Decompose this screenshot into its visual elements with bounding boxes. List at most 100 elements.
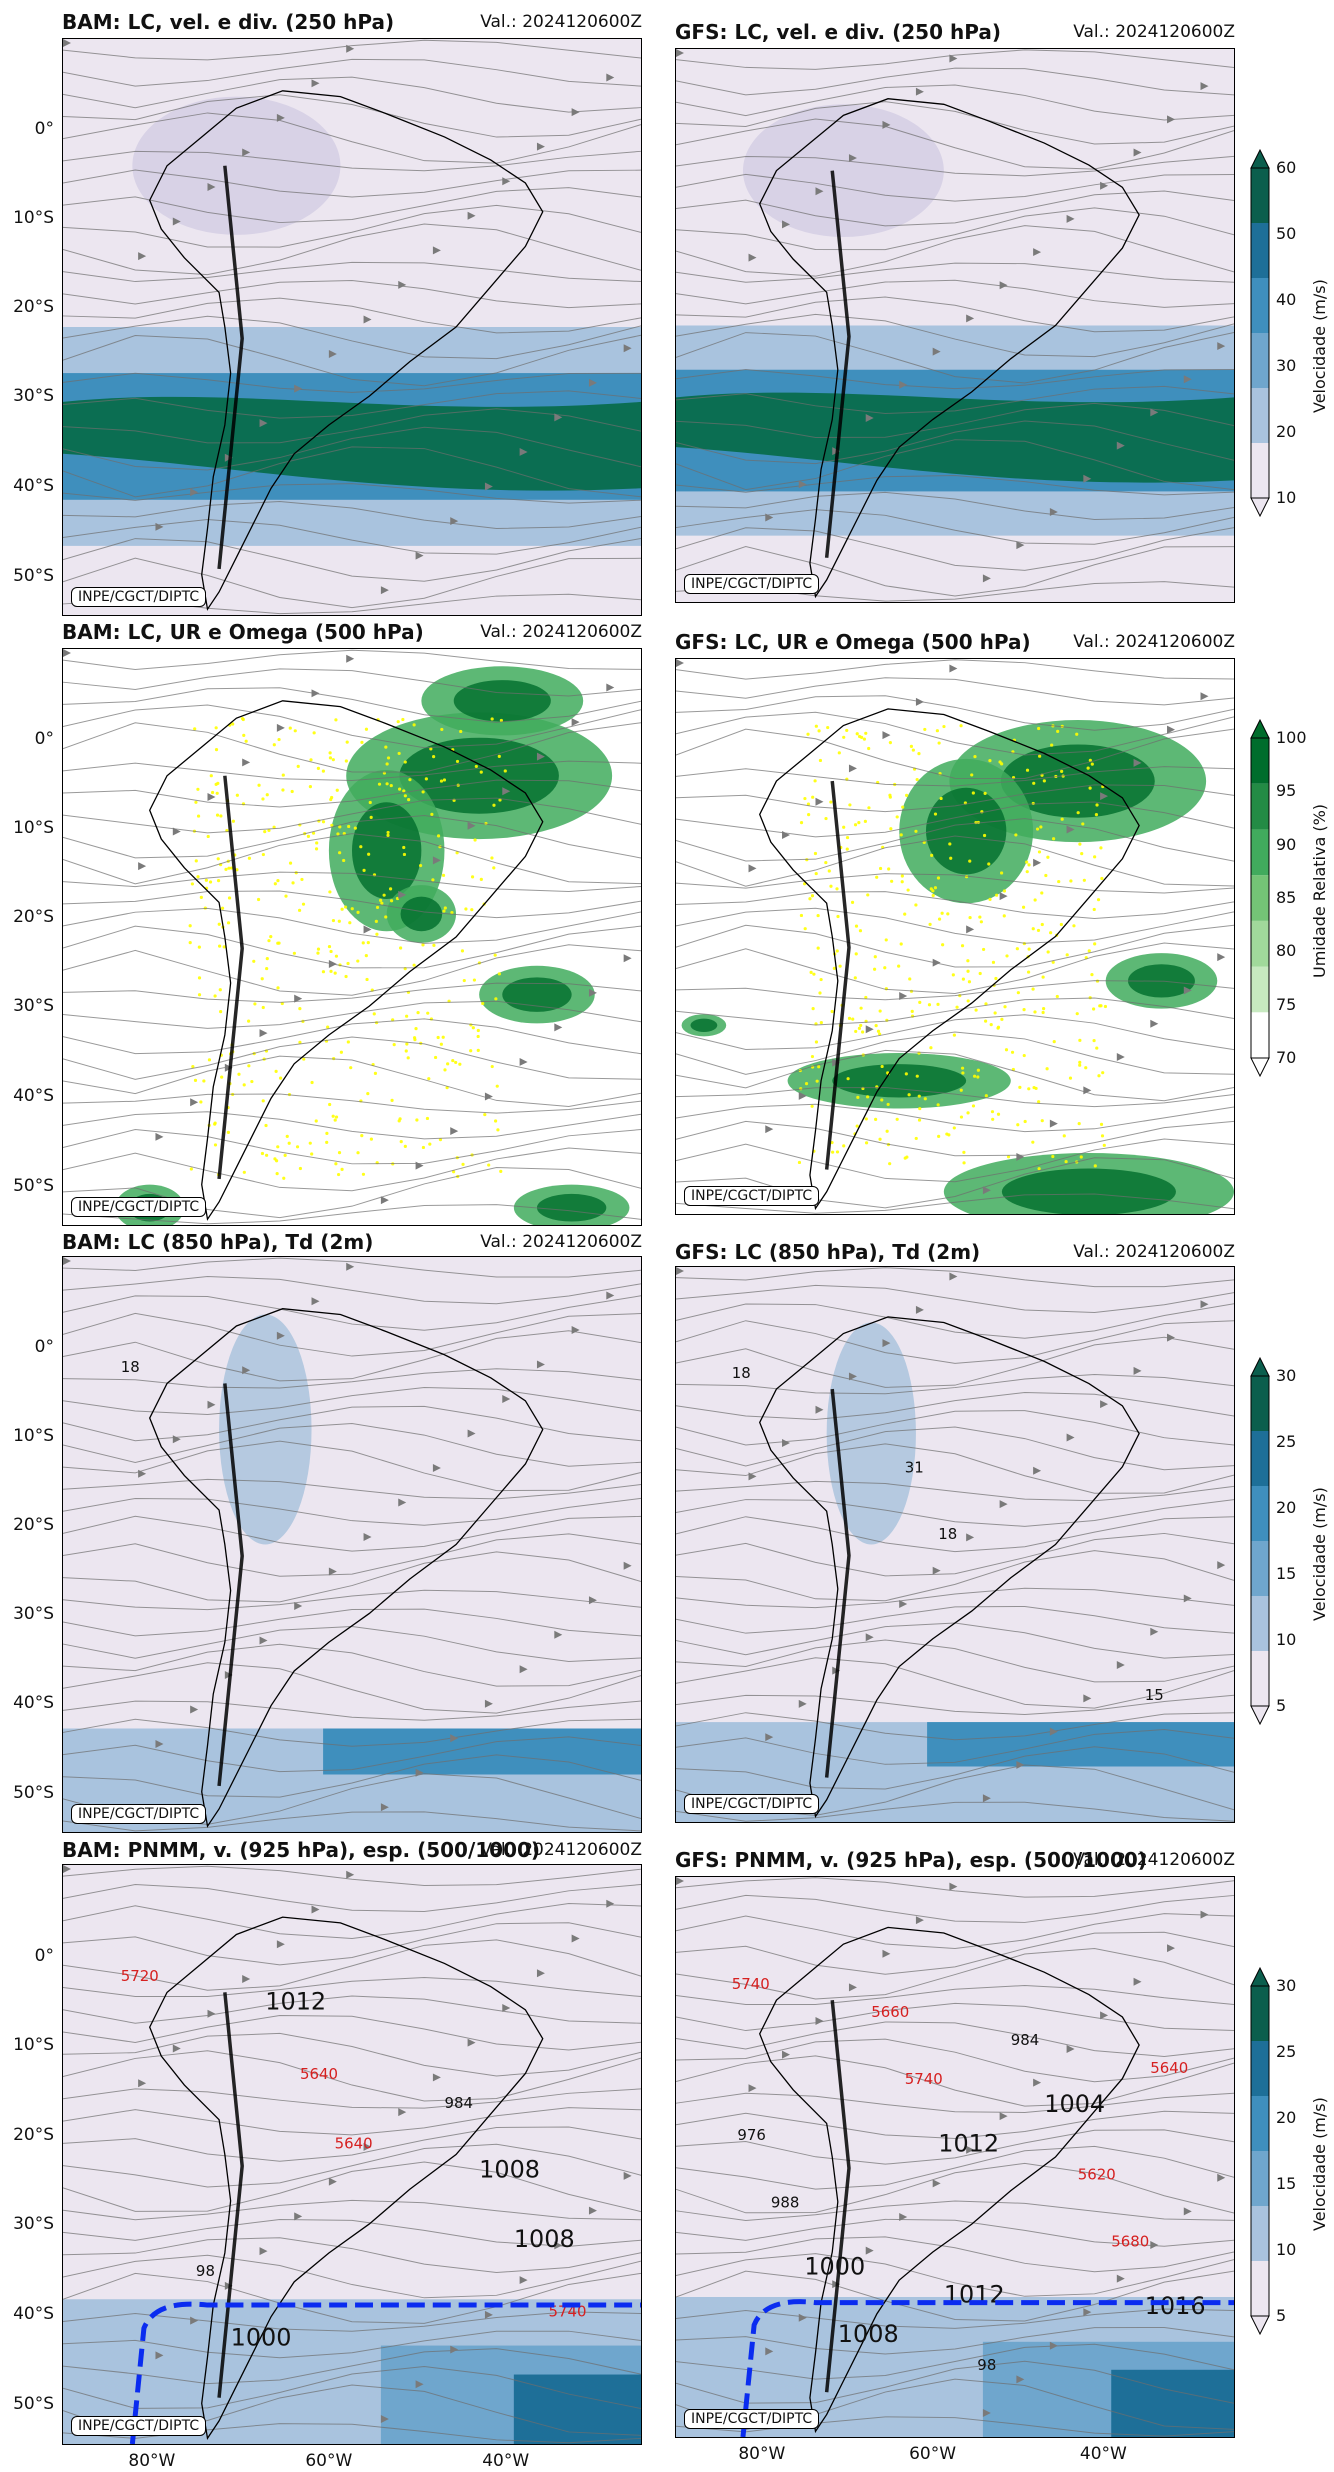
- map-field: [676, 49, 1234, 602]
- colorbar-tick: 25: [1276, 2042, 1297, 2061]
- lat-tick-label: 30°S: [13, 386, 54, 407]
- contour-label: 1000: [804, 2253, 865, 2281]
- colorbar-segment: [1251, 875, 1269, 921]
- colorbar-segment: [1251, 2261, 1269, 2316]
- credit-label: INPE/CGCT/DIPTC: [684, 2409, 820, 2429]
- contour-label: 1004: [1044, 2090, 1105, 2118]
- map-plot: INPE/CGCT/DIPTC: [675, 658, 1235, 1215]
- map-field: 5740 1012 1016 5740 5680 5660 5620 1008 1004 1000…: [676, 1877, 1234, 2437]
- colorbar-label: Velocidade (m/s): [1310, 279, 1329, 413]
- valid-time: Val.: 2024120600Z: [1073, 632, 1235, 652]
- lat-tick-label: 0°: [34, 1337, 54, 1358]
- credit-label: INPE/CGCT/DIPTC: [71, 1804, 207, 1824]
- colorbar-tick: 20: [1276, 2108, 1297, 2127]
- valid-time: Val.: 2024120600Z: [480, 12, 642, 32]
- colorbar: [1250, 148, 1334, 518]
- map-field: [676, 659, 1234, 1214]
- contour-label: 18: [938, 1525, 957, 1543]
- valid-time: Val.: 2024120600Z: [480, 622, 642, 642]
- colorbar-tick: 20: [1276, 422, 1297, 441]
- map-plot: INPE/CGCT/DIPTC: [62, 38, 642, 616]
- contour-label: 984: [444, 2094, 473, 2112]
- lat-tick-label: 50°S: [13, 1175, 54, 1196]
- lon-tick-label: 60°W: [305, 2451, 353, 2471]
- contour-label: 1008: [479, 2156, 540, 2184]
- panel-title: BAM: PNMM, v. (925 hPa), esp. (500/1000): [62, 1838, 541, 1862]
- credit-label: INPE/CGCT/DIPTC: [71, 587, 207, 607]
- colorbar-segment: [1251, 2096, 1269, 2151]
- contour-label: 1012: [265, 1988, 326, 2016]
- colorbar-tick: 15: [1276, 2174, 1297, 2193]
- contour-label: 98: [196, 2262, 215, 2280]
- contour-label: 18: [121, 1358, 140, 1376]
- colorbar-segment: [1251, 920, 1269, 967]
- colorbar-tick: 90: [1276, 834, 1297, 854]
- contour-label: 5620: [1078, 2165, 1116, 2183]
- panel-title: GFS: LC, UR e Omega (500 hPa): [675, 630, 1031, 654]
- credit-label: INPE/CGCT/DIPTC: [684, 1794, 820, 1814]
- colorbar-segment: [1251, 966, 1269, 1013]
- contour-label: 18: [732, 1364, 751, 1382]
- contour-label: 98: [977, 2356, 996, 2374]
- colorbar-segment: [1251, 1986, 1269, 2041]
- lat-tick-label: 20°S: [13, 907, 54, 928]
- colorbar-segment: [1251, 2206, 1269, 2261]
- lat-tick-label: 30°S: [13, 1603, 54, 1624]
- lat-tick-label: 10°S: [13, 208, 54, 229]
- panel-title: GFS: PNMM, v. (925 hPa), esp. (500/1000): [675, 1848, 1147, 1872]
- contour-label: 976: [737, 2126, 766, 2144]
- colorbar-tick: 10: [1276, 2240, 1297, 2259]
- lat-tick-label: 20°S: [13, 297, 54, 318]
- colorbar-label: Velocidade (m/s): [1310, 2097, 1329, 2231]
- colorbar-tick: 70: [1276, 1048, 1297, 1067]
- colorbar: [1250, 1966, 1334, 2336]
- contour-label: 1000: [231, 2324, 292, 2352]
- map-plot: 18 18 15 31 INPE/CGCT/DIPTC: [675, 1266, 1235, 1823]
- colorbar-tick: 100: [1276, 728, 1307, 747]
- credit-label: INPE/CGCT/DIPTC: [71, 2416, 207, 2436]
- map-plot: 5740 1012 1016 5740 5680 5660 5620 1008 1004 1000…: [675, 1876, 1235, 2438]
- credit-label: INPE/CGCT/DIPTC: [684, 574, 820, 594]
- colorbar-tick: 60: [1276, 158, 1297, 177]
- map-plot: INPE/CGCT/DIPTC: [675, 48, 1235, 603]
- lon-tick-label: 80°W: [738, 2444, 786, 2464]
- map-field: [63, 39, 641, 615]
- lat-tick-label: 50°S: [13, 1782, 54, 1803]
- colorbar-segment: [1251, 1012, 1269, 1058]
- lat-tick-label: 10°S: [13, 2035, 54, 2056]
- colorbar-segment: [1251, 168, 1269, 223]
- contour-label: 984: [1011, 2031, 1040, 2049]
- colorbar-tick: 30: [1276, 1976, 1297, 1995]
- map-field: [63, 649, 641, 1225]
- colorbar-segment: [1251, 1596, 1269, 1651]
- contour-label: 1012: [938, 2129, 999, 2157]
- lat-tick-label: 50°S: [13, 565, 54, 586]
- colorbar-segment: [1251, 223, 1269, 278]
- panel-title: BAM: LC (850 hPa), Td (2m): [62, 1230, 374, 1254]
- colorbar-tick: 85: [1276, 888, 1297, 907]
- colorbar-tick: 75: [1276, 994, 1297, 1014]
- map-field: 18 18 15 31: [676, 1267, 1234, 1822]
- colorbar-tick: 50: [1276, 224, 1297, 243]
- colorbar-segment: [1251, 783, 1269, 830]
- map-field: 18: [63, 1257, 641, 1832]
- lat-tick-label: 0°: [34, 119, 54, 140]
- contour-label: 5740: [905, 2070, 943, 2088]
- colorbar-tick: 30: [1276, 1366, 1297, 1385]
- colorbar-tick: 5: [1276, 1696, 1287, 1715]
- colorbar-segment: [1251, 278, 1269, 333]
- panel-title: GFS: LC (850 hPa), Td (2m): [675, 1240, 981, 1264]
- contour-label: 988: [771, 2193, 800, 2211]
- map-plot: 18 INPE/CGCT/DIPTC: [62, 1256, 642, 1833]
- colorbar-segment: [1251, 829, 1269, 876]
- lat-tick-label: 10°S: [13, 818, 54, 839]
- colorbar-segment: [1251, 2041, 1269, 2096]
- lat-tick-label: 30°S: [13, 996, 54, 1017]
- colorbar-segment: [1251, 1376, 1269, 1431]
- contour-label: 1008: [838, 2320, 899, 2348]
- panel-title: BAM: LC, UR e Omega (500 hPa): [62, 620, 424, 644]
- panel-title: GFS: LC, vel. e div. (250 hPa): [675, 20, 1001, 44]
- colorbar-segment: [1251, 333, 1269, 388]
- colorbar-label: Umidade Relativa (%): [1310, 803, 1329, 978]
